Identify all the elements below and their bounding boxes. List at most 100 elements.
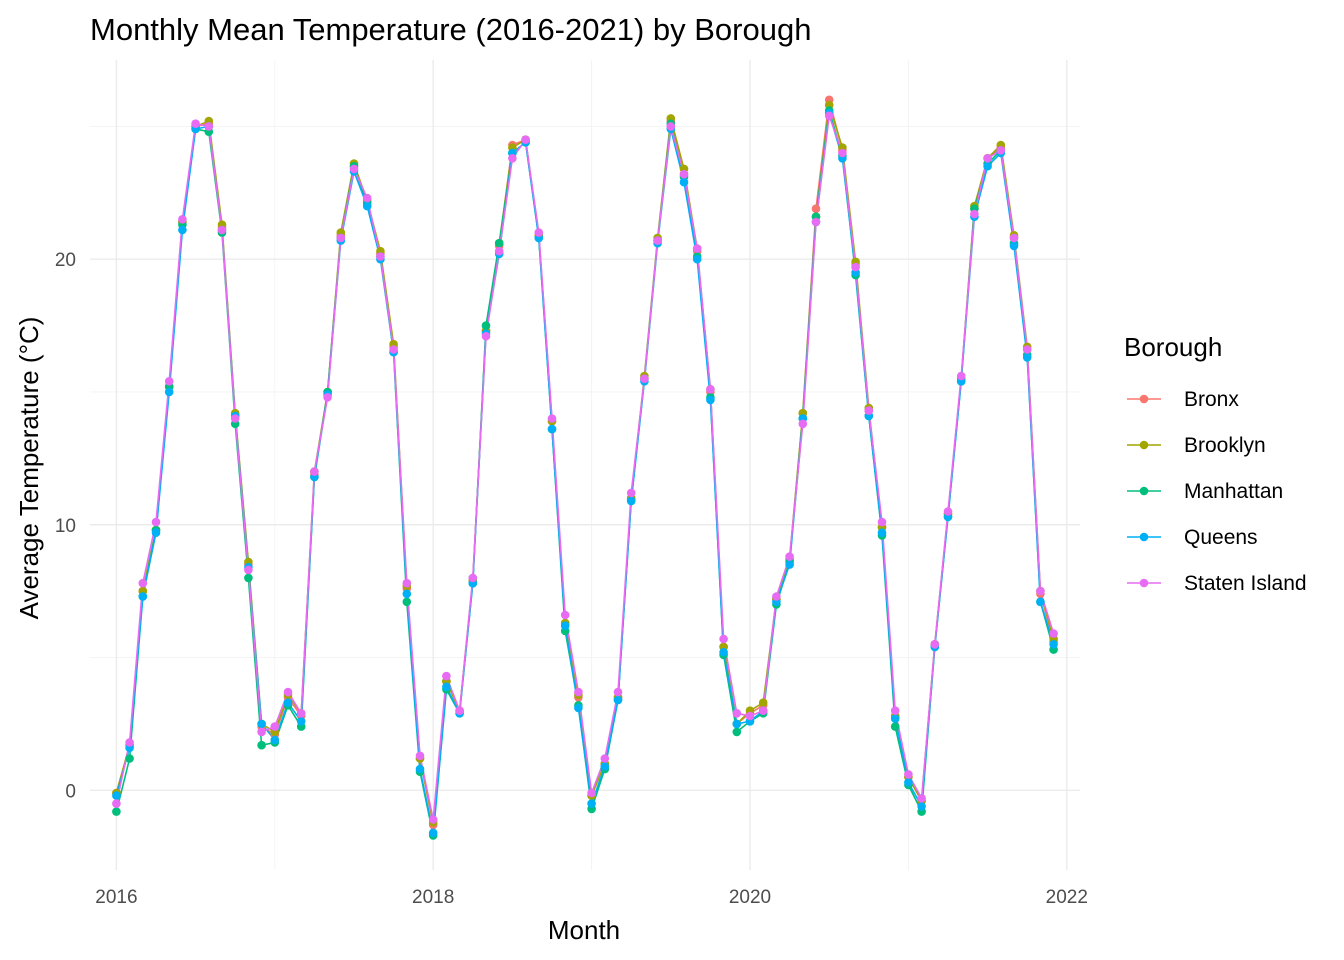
x-axis-tick-labels: 2016 2018 2020 2022	[95, 887, 1088, 908]
data-point	[732, 719, 742, 729]
legend-item-queens: Queens	[1127, 526, 1258, 549]
x-tick-label: 2020	[729, 887, 771, 908]
data-point	[217, 225, 227, 235]
data-point	[600, 762, 610, 771]
data-point	[402, 589, 412, 599]
data-point	[112, 791, 121, 800]
y-tick-label: 10	[55, 516, 76, 537]
series-points-brooklyn	[112, 100, 1058, 827]
data-point	[983, 161, 992, 171]
data-point	[600, 754, 610, 763]
data-point	[890, 722, 900, 731]
data-point	[574, 703, 583, 713]
data-point	[151, 517, 161, 527]
data-point	[851, 262, 860, 272]
data-point	[362, 201, 372, 211]
legend-key-point	[1139, 532, 1149, 542]
plot-grid	[90, 60, 1080, 870]
data-point	[442, 671, 451, 681]
data-point	[230, 414, 240, 423]
data-point	[534, 228, 544, 237]
data-point	[1009, 241, 1019, 251]
legend-label: Staten Island	[1184, 572, 1307, 595]
data-point	[640, 374, 649, 384]
series-points-staten-island	[112, 111, 1058, 824]
data-point	[257, 727, 266, 737]
y-tick-label: 20	[55, 250, 76, 271]
data-point	[481, 321, 491, 330]
data-point	[257, 719, 266, 729]
legend-label: Queens	[1184, 526, 1258, 549]
data-point	[890, 706, 900, 715]
data-point	[877, 528, 887, 537]
data-point	[560, 610, 570, 620]
data-point	[719, 647, 728, 657]
series-line-staten-island	[115, 115, 1055, 820]
data-point	[257, 740, 266, 750]
data-point	[917, 794, 926, 803]
data-point	[125, 738, 134, 747]
legend-label: Brooklyn	[1184, 434, 1266, 457]
series-line-queens	[115, 112, 1055, 833]
data-point	[191, 119, 200, 128]
legend-item-manhattan: Manhattan	[1127, 480, 1283, 503]
data-point	[587, 788, 596, 798]
data-point	[943, 507, 953, 516]
series-points-manhattan	[112, 106, 1058, 840]
legend-key-point	[1139, 578, 1149, 588]
legend: Borough Bronx Brooklyn Manhattan Queens Stat…	[1124, 332, 1307, 595]
data-point	[864, 406, 874, 415]
data-point	[838, 148, 847, 158]
data-point	[1022, 353, 1032, 362]
legend-key-point	[1139, 440, 1149, 450]
data-point	[283, 698, 293, 707]
data-point	[996, 146, 1006, 155]
series-points-queens	[112, 108, 1058, 838]
data-point	[970, 209, 979, 219]
data-point	[389, 345, 398, 354]
data-point	[244, 573, 253, 583]
data-point	[692, 244, 702, 253]
legend-title: Borough	[1124, 332, 1222, 362]
series-line-manhattan	[115, 110, 1055, 836]
data-point	[785, 560, 794, 569]
data-point	[983, 154, 992, 163]
data-point	[455, 706, 464, 715]
data-point	[877, 517, 887, 527]
data-point	[574, 687, 583, 697]
data-point	[626, 488, 636, 498]
data-point	[1022, 345, 1032, 354]
legend-label: Bronx	[1184, 388, 1239, 411]
data-point	[904, 770, 913, 779]
data-point	[323, 393, 332, 402]
data-point	[785, 552, 794, 561]
data-point	[283, 687, 293, 697]
data-point	[112, 799, 121, 808]
data-point	[547, 414, 557, 423]
data-point	[494, 238, 504, 248]
data-point	[138, 578, 148, 588]
data-point	[613, 687, 623, 697]
data-point	[560, 621, 570, 630]
data-point	[270, 722, 280, 731]
data-point	[428, 828, 438, 838]
data-point	[824, 111, 834, 121]
data-point	[956, 371, 966, 381]
chart-title: Monthly Mean Temperature (2016-2021) by …	[90, 12, 811, 47]
data-point	[890, 714, 900, 723]
data-point	[112, 807, 121, 816]
series-lines	[115, 99, 1055, 836]
data-point	[692, 254, 702, 264]
data-point	[310, 467, 319, 476]
data-point	[204, 122, 214, 131]
data-point	[402, 578, 412, 588]
data-point	[732, 709, 742, 718]
series-points-bronx	[112, 95, 1058, 830]
legend-key-point	[1139, 394, 1149, 404]
x-tick-label: 2016	[95, 887, 137, 908]
data-point	[402, 597, 412, 607]
data-point	[547, 424, 557, 434]
data-point	[930, 640, 940, 649]
data-point	[428, 815, 438, 824]
